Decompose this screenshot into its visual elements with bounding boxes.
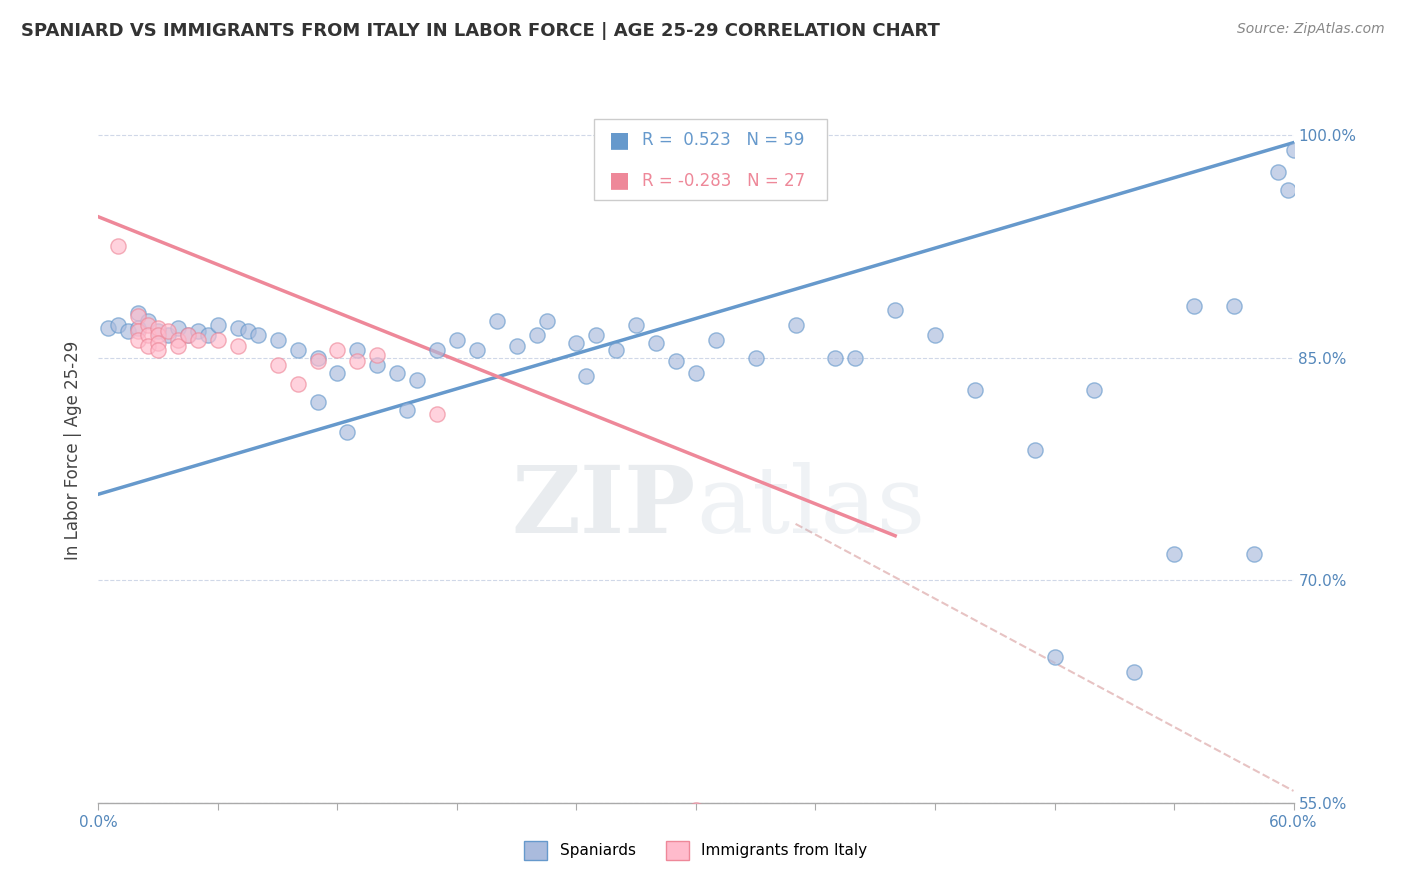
Point — [127, 309, 149, 323]
Text: R =  0.523   N = 59: R = 0.523 N = 59 — [643, 131, 804, 149]
Point — [157, 328, 180, 343]
Point — [884, 303, 907, 318]
Point — [824, 351, 846, 365]
Point — [1243, 547, 1265, 561]
Point — [326, 366, 349, 380]
Point — [307, 353, 329, 368]
Point — [136, 313, 159, 327]
Point — [1083, 384, 1105, 398]
Point — [167, 333, 190, 347]
Point — [148, 328, 170, 343]
Y-axis label: In Labor Force | Age 25-29: In Labor Force | Age 25-29 — [65, 341, 83, 560]
Point — [127, 321, 149, 335]
Point — [136, 318, 159, 332]
Point — [585, 328, 607, 343]
Point — [1163, 547, 1185, 561]
Point — [287, 377, 309, 392]
Point — [127, 333, 149, 347]
Point — [207, 318, 229, 332]
Point — [136, 328, 159, 343]
Point — [426, 343, 449, 358]
Point — [536, 313, 558, 327]
Point — [107, 239, 129, 253]
Text: SPANIARD VS IMMIGRANTS FROM ITALY IN LABOR FORCE | AGE 25-29 CORRELATION CHART: SPANIARD VS IMMIGRANTS FROM ITALY IN LAB… — [21, 22, 941, 40]
Point — [107, 318, 129, 332]
Point — [177, 328, 200, 343]
FancyBboxPatch shape — [595, 120, 827, 201]
Text: ■: ■ — [609, 130, 630, 151]
Point — [97, 321, 120, 335]
Point — [366, 348, 388, 362]
Point — [267, 358, 290, 372]
Point — [506, 339, 529, 353]
Point — [1024, 442, 1046, 457]
Point — [665, 353, 688, 368]
Point — [1182, 299, 1205, 313]
Point — [207, 333, 229, 347]
Point — [626, 318, 648, 332]
Point — [575, 368, 598, 383]
Point — [136, 339, 159, 353]
Point — [127, 306, 149, 320]
Point — [1267, 165, 1289, 179]
Point — [1277, 183, 1299, 197]
Point — [526, 328, 548, 343]
Point — [645, 335, 668, 350]
Point — [963, 384, 986, 398]
Point — [187, 324, 209, 338]
Point — [406, 373, 429, 387]
Point — [267, 333, 290, 347]
Text: ■: ■ — [609, 170, 630, 191]
Point — [326, 343, 349, 358]
Point — [785, 318, 807, 332]
Point — [605, 343, 627, 358]
Point — [396, 402, 419, 417]
Point — [565, 335, 588, 350]
Point — [1223, 299, 1246, 313]
Point — [485, 313, 508, 327]
Legend: Spaniards, Immigrants from Italy: Spaniards, Immigrants from Italy — [519, 835, 873, 865]
Point — [187, 333, 209, 347]
Point — [226, 321, 249, 335]
Point — [346, 353, 368, 368]
Point — [785, 852, 807, 866]
Point — [385, 366, 409, 380]
Point — [465, 343, 488, 358]
Text: R = -0.283   N = 27: R = -0.283 N = 27 — [643, 171, 806, 190]
Point — [1123, 665, 1146, 680]
Point — [246, 328, 269, 343]
Point — [685, 803, 707, 817]
Point — [236, 324, 259, 338]
Point — [167, 321, 190, 335]
Point — [287, 343, 309, 358]
Point — [924, 328, 946, 343]
Point — [157, 324, 180, 338]
Text: Source: ZipAtlas.com: Source: ZipAtlas.com — [1237, 22, 1385, 37]
Point — [426, 407, 449, 421]
Point — [177, 328, 200, 343]
Point — [1043, 650, 1066, 665]
Point — [1282, 143, 1305, 157]
Point — [336, 425, 359, 439]
Point — [148, 324, 170, 338]
Text: atlas: atlas — [696, 462, 925, 552]
Point — [148, 335, 170, 350]
Point — [197, 328, 219, 343]
Point — [148, 343, 170, 358]
Point — [685, 366, 707, 380]
Point — [844, 351, 866, 365]
Point — [167, 339, 190, 353]
Point — [745, 351, 768, 365]
Point — [446, 333, 468, 347]
Point — [117, 324, 139, 338]
Point — [226, 339, 249, 353]
Point — [346, 343, 368, 358]
Point — [307, 351, 329, 365]
Point — [148, 321, 170, 335]
Point — [366, 358, 388, 372]
Text: ZIP: ZIP — [512, 462, 696, 552]
Point — [704, 333, 727, 347]
Point — [127, 324, 149, 338]
Point — [307, 395, 329, 409]
